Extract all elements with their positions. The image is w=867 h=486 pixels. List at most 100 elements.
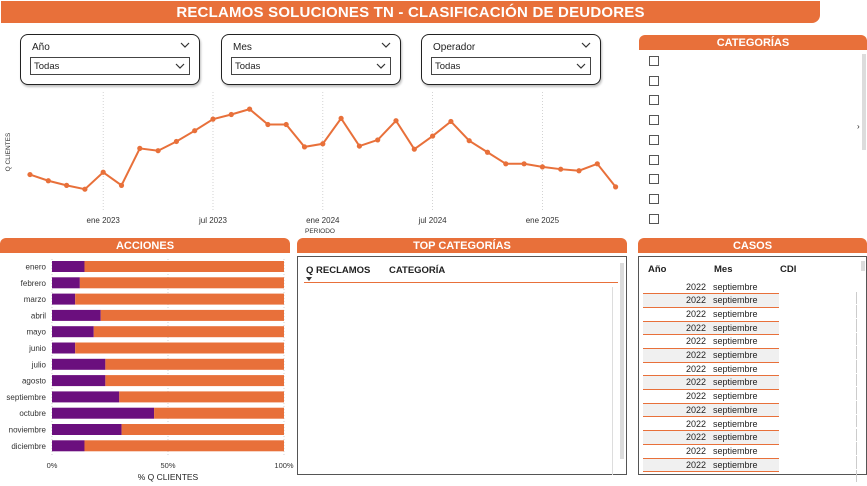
chevron-down-icon[interactable] — [381, 41, 391, 49]
data-point[interactable] — [265, 121, 271, 128]
data-point[interactable] — [393, 118, 399, 124]
bar-segment[interactable] — [93, 326, 284, 338]
bar-segment[interactable] — [119, 391, 284, 403]
slicer-anio[interactable]: Año Todas — [20, 34, 200, 85]
bar-segment[interactable] — [52, 407, 155, 419]
data-point[interactable] — [247, 106, 253, 112]
bar-segment[interactable] — [105, 375, 284, 387]
data-point[interactable] — [466, 138, 472, 144]
data-point[interactable] — [228, 111, 234, 118]
data-point[interactable] — [192, 128, 198, 134]
categoria-checkbox[interactable] — [649, 95, 659, 106]
table-row[interactable]: 2022 septiembre — [643, 321, 779, 336]
bar-segment[interactable] — [52, 326, 94, 338]
data-point[interactable] — [375, 137, 381, 143]
data-point[interactable] — [356, 143, 362, 149]
data-point[interactable] — [594, 161, 600, 167]
data-point[interactable] — [283, 121, 289, 128]
bar-segment[interactable] — [105, 358, 284, 370]
data-point[interactable] — [155, 148, 161, 154]
bar-segment[interactable] — [52, 293, 76, 305]
bar-segment[interactable] — [52, 358, 106, 370]
bar-segment[interactable] — [154, 407, 284, 419]
slicer-operador[interactable]: Operador Todas — [421, 34, 601, 85]
table-row[interactable]: 2022 septiembre — [643, 403, 779, 418]
categoria-checkbox[interactable] — [649, 56, 659, 66]
table-row[interactable]: 2022 septiembre — [643, 458, 779, 473]
categoria-checkbox[interactable] — [649, 213, 659, 224]
casos-scrollbar[interactable] — [861, 261, 865, 271]
data-point[interactable] — [137, 145, 143, 151]
data-point[interactable] — [301, 144, 308, 150]
col-categoria[interactable]: CATEGORÍA — [389, 265, 446, 276]
data-point[interactable] — [173, 138, 179, 145]
table-row[interactable]: 2022 septiembre — [643, 418, 779, 432]
bar-segment[interactable] — [52, 309, 101, 321]
data-point[interactable] — [45, 178, 51, 184]
bar-segment[interactable] — [100, 309, 284, 321]
data-point[interactable] — [521, 161, 527, 167]
bar-segment[interactable] — [52, 440, 85, 452]
categoria-checkbox[interactable] — [649, 75, 659, 86]
bar-segment[interactable] — [52, 277, 80, 289]
data-point[interactable] — [576, 168, 582, 174]
chevron-down-icon[interactable] — [376, 62, 386, 70]
bar-segment[interactable] — [52, 424, 122, 435]
bar-segment[interactable] — [75, 293, 284, 305]
bar-segment[interactable] — [52, 342, 76, 354]
data-point[interactable] — [320, 141, 326, 147]
table-row[interactable]: 2022 septiembre — [643, 335, 779, 349]
data-point[interactable] — [27, 171, 33, 178]
table-row[interactable]: 2022 septiembre — [643, 363, 779, 377]
data-point[interactable] — [411, 146, 417, 152]
categoria-checkbox[interactable] — [649, 174, 659, 185]
data-point[interactable] — [82, 186, 88, 192]
table-row[interactable]: 2022 septiembre — [643, 376, 779, 391]
data-point[interactable] — [210, 116, 216, 122]
chevron-down-icon[interactable] — [175, 62, 185, 70]
sort-down-icon[interactable] — [306, 277, 312, 282]
slicer-operador-dropdown[interactable]: Todas — [431, 57, 591, 75]
slicer-mes-dropdown[interactable]: Todas — [231, 57, 391, 75]
data-point[interactable] — [338, 115, 344, 121]
data-point[interactable] — [100, 169, 106, 175]
data-point[interactable] — [503, 161, 509, 167]
chevron-down-icon[interactable] — [576, 62, 586, 70]
table-row[interactable]: 2022 septiembre — [643, 281, 779, 295]
slicer-mes[interactable]: Mes Todas — [221, 34, 401, 85]
scroll-arrow-icon[interactable]: › — [857, 122, 860, 131]
categoria-checkbox[interactable] — [649, 115, 659, 126]
data-point[interactable] — [64, 182, 70, 188]
bar-segment[interactable] — [52, 375, 106, 387]
table-row[interactable]: 2022 septiembre — [643, 294, 779, 308]
bar-segment[interactable] — [52, 391, 120, 403]
data-point[interactable] — [613, 184, 619, 190]
categoria-checkbox[interactable] — [649, 193, 659, 204]
col-cdi[interactable]: CDI — [780, 264, 797, 275]
data-point[interactable] — [558, 166, 564, 172]
data-point[interactable] — [484, 149, 491, 155]
chevron-down-icon[interactable] — [180, 41, 190, 49]
bar-segment[interactable] — [52, 261, 85, 272]
table-row[interactable]: 2022 septiembre — [643, 431, 779, 445]
table-row[interactable]: 2022 septiembre — [643, 349, 779, 363]
data-point[interactable] — [430, 133, 436, 139]
table-row[interactable]: 2022 septiembre — [643, 308, 779, 322]
col-anio[interactable]: Año — [648, 264, 667, 275]
categoria-checkbox[interactable] — [649, 134, 659, 145]
data-point[interactable] — [118, 182, 125, 188]
data-point[interactable] — [539, 164, 546, 170]
bar-segment[interactable] — [75, 342, 284, 354]
col-mes[interactable]: Mes — [714, 264, 733, 275]
bar-segment[interactable] — [121, 424, 284, 435]
bar-segment[interactable] — [84, 261, 284, 272]
slicer-anio-dropdown[interactable]: Todas — [30, 57, 190, 75]
data-point[interactable] — [448, 118, 454, 125]
table-row[interactable]: 2022 septiembre — [643, 390, 779, 404]
bar-segment[interactable] — [79, 277, 284, 289]
chevron-down-icon[interactable] — [581, 41, 591, 49]
top-categorias-scrollbar[interactable] — [620, 263, 624, 459]
col-q-reclamos[interactable]: Q RECLAMOS — [306, 265, 371, 276]
table-row[interactable]: 2022 septiembre — [643, 445, 779, 459]
bar-segment[interactable] — [84, 440, 284, 452]
